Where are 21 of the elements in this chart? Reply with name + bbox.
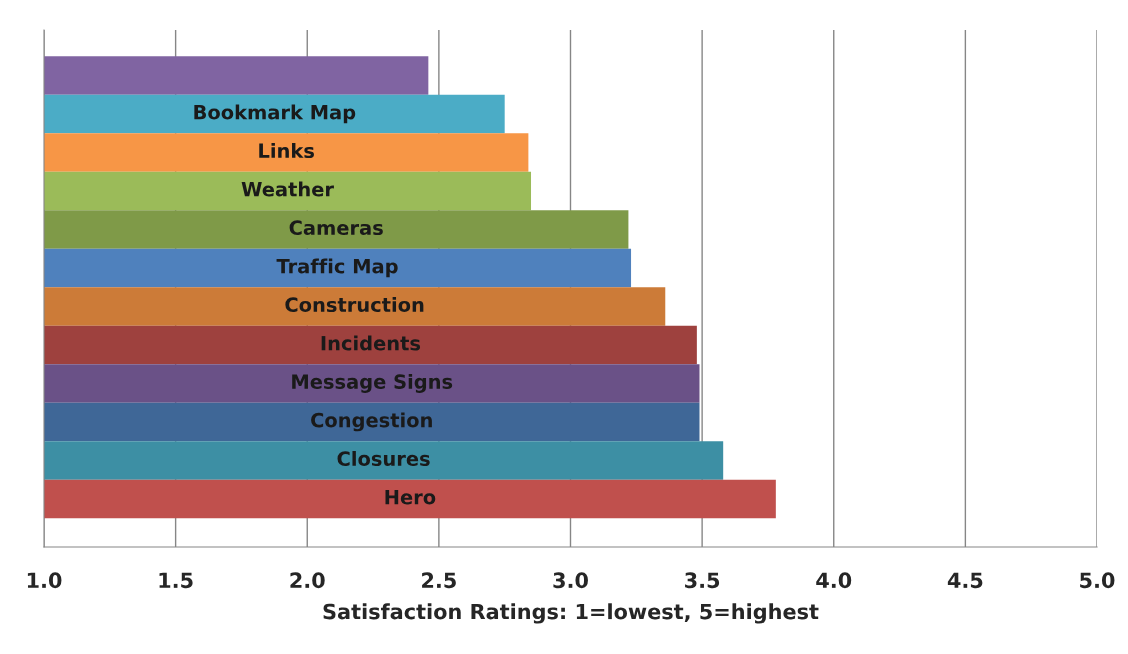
y-tick-label: Congestion xyxy=(311,412,432,432)
x-tick-label: 4.0 xyxy=(816,572,852,589)
x-tick-label: 2.0 xyxy=(290,572,325,589)
y-tick-label: Incidents xyxy=(321,335,421,351)
y-tick-label: Hero xyxy=(385,490,436,505)
x-tick-label: 1.0 xyxy=(27,572,62,589)
y-tick-label: Message Signs xyxy=(292,373,453,393)
x-tick-label: 3.5 xyxy=(685,572,720,589)
y-tick-label: Cameras xyxy=(289,220,383,236)
y-tick-label: Construction xyxy=(285,296,424,313)
y-tick-label: Bookmark Map xyxy=(194,104,356,124)
x-tick-label: 4.5 xyxy=(947,572,983,589)
x-tick-label: 2.5 xyxy=(422,572,456,589)
x-tick-label: 5.0 xyxy=(1080,572,1115,589)
x-tick-label: 1.5 xyxy=(159,572,193,589)
y-tick-label: Links xyxy=(259,143,314,159)
x-tick-label: 3.0 xyxy=(553,572,588,589)
y-tick-label: Traffic Map xyxy=(276,258,398,278)
y-tick-label: Weather xyxy=(241,181,334,197)
x-axis-title: Satisfaction Ratings: 1=lowest, 5=highest xyxy=(323,603,819,624)
y-tick-label: Closures xyxy=(337,450,430,467)
